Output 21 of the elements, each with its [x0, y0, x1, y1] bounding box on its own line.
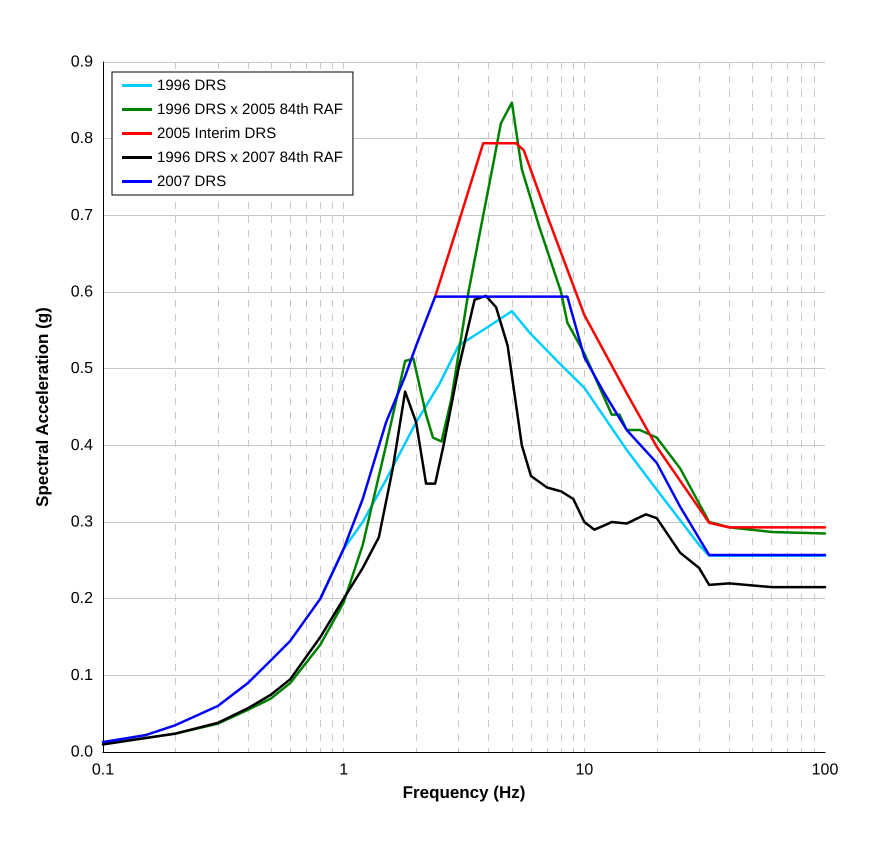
- y-tick-label: 0.5: [70, 360, 94, 378]
- x-axis-title: Frequency (Hz): [402, 783, 526, 802]
- y-tick-label: 0.0: [70, 744, 94, 760]
- x-tick-label: 1: [339, 762, 348, 778]
- legend-label: 2005 Interim DRS: [157, 125, 276, 142]
- y-tick-label: 0.9: [70, 54, 94, 70]
- y-tick-label: 0.2: [70, 590, 94, 608]
- legend-label: 1996 DRS: [157, 77, 226, 94]
- y-tick-label: 0.7: [70, 206, 94, 224]
- y-tick-label: 0.6: [70, 284, 94, 300]
- x-tick-label: 0.1: [92, 762, 114, 778]
- y-tick-label: 0.3: [70, 514, 94, 530]
- y-axis-title: Spectral Acceleration (g): [33, 307, 52, 507]
- y-tick-label: 0.1: [70, 666, 94, 684]
- legend-label: 2007 DRS: [157, 173, 226, 190]
- legend-label: 1996 DRS x 2005 84th RAF: [157, 101, 343, 118]
- y-tick-label: 0.4: [70, 436, 94, 454]
- legend-label: 1996 DRS x 2007 84th RAF: [157, 149, 343, 166]
- x-tick-label: 10: [575, 762, 594, 778]
- x-tick-label: 100: [812, 762, 838, 778]
- y-tick-label: 0.8: [70, 130, 94, 148]
